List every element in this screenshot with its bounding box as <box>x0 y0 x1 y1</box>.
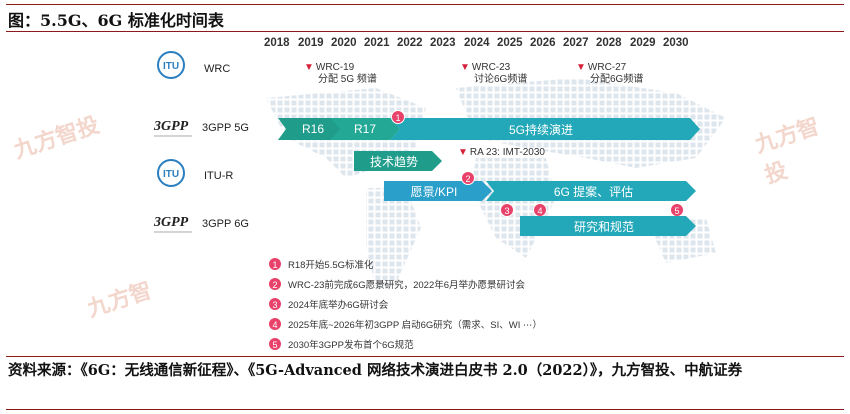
milestone-marker: 2 <box>461 171 475 185</box>
triangle-down-icon: ▼ <box>304 62 314 73</box>
itu-logo-text: ITU <box>163 61 179 72</box>
year-label: 2023 <box>430 37 456 49</box>
source-rule <box>6 356 844 357</box>
watermark-left: 九方智投 <box>10 111 103 163</box>
triangle-down-icon: ▼ <box>576 62 586 73</box>
ra23-label: RA 23: IMT-2030 <box>469 147 545 158</box>
bar-6g-proposals <box>486 181 696 201</box>
3gpp-logo-text: 3GPP <box>153 119 189 134</box>
5g-timeline-bars <box>278 118 700 140</box>
legend-text: WRC-23前完成6G愿景研究，2022年6月举办愿景研讨会 <box>288 280 526 291</box>
milestone-marker: 1 <box>391 110 405 124</box>
bar-research-spec-label: 研究和规范 <box>573 219 634 234</box>
bar-r17 <box>330 118 400 140</box>
marker-name: WRC-27 <box>587 62 627 73</box>
legend-number: 5 <box>268 337 282 351</box>
bar-vision-kpi <box>384 181 492 201</box>
bar-r16 <box>278 118 343 140</box>
legend-text: 2025年底~2026年初3GPP 启动6G研究（需求、SI、WI ⋯） <box>288 320 543 331</box>
wrc-marker-19: ▼ WRC-19 分配 5G 频谱 <box>304 62 377 86</box>
row-label-3gpp-5g: 3GPP 5G <box>202 122 249 134</box>
legend-number: 2 <box>268 277 282 291</box>
legend-text: 2030年3GPP发布首个6G规范 <box>288 340 414 351</box>
year-label: 2028 <box>596 37 622 49</box>
wrc-marker-27: ▼ WRC-27 分配6G频谱 <box>576 62 643 86</box>
year-label: 2030 <box>663 37 689 49</box>
year-label: 2025 <box>497 37 523 49</box>
3gpp-logo-text: 3GPP <box>153 215 189 230</box>
year-label: 2019 <box>298 37 324 49</box>
itu-logo: ITU <box>157 51 185 79</box>
row-label-3gpp-6g: 3GPP 6G <box>202 218 249 230</box>
figure-title: 图：5.5G、6G 标准化时间表 <box>8 11 224 30</box>
bar-6g-proposals-label: 6G 提案、评估 <box>553 184 634 199</box>
bar-vision-kpi-label: 愿景/KPI <box>410 184 458 199</box>
legend-text: 2024年底举办6G研讨会 <box>288 300 389 311</box>
watermark-right: 九方智投 <box>751 113 823 188</box>
year-label: 2018 <box>264 37 290 49</box>
frame-top-rule <box>6 4 844 5</box>
legend-number: 4 <box>268 317 282 331</box>
frame-bottom-rule <box>6 409 844 410</box>
bar-tech-trends-label: 技术趋势 <box>369 154 418 169</box>
row-label-itu-r: ITU-R <box>204 170 234 182</box>
milestone-marker: 3 <box>500 203 514 217</box>
bar-r16-label: R16 <box>301 122 324 136</box>
legend-text: R18开始5.5G标准化 <box>288 260 374 271</box>
bar-research-spec <box>520 216 696 236</box>
legend-item: 5 2030年3GPP发布首个6G规范 <box>268 337 414 351</box>
marker-name: WRC-23 <box>471 62 511 73</box>
ra23-marker: ▼ RA 23: IMT-2030 <box>458 147 545 159</box>
wrc-marker-23: ▼ WRC-23 讨论6G频谱 <box>460 62 527 86</box>
triangle-down-icon: ▼ <box>460 62 470 73</box>
year-label: 2026 <box>530 37 556 49</box>
timeline-chart: 九方智投 九方智投 九方智 2018 2019 2020 2021 2022 2… <box>6 32 844 356</box>
legend-number: 3 <box>268 297 282 311</box>
legend-item: 1 R18开始5.5G标准化 <box>268 257 374 271</box>
year-label: 2020 <box>331 37 357 49</box>
year-label: 2022 <box>397 37 423 49</box>
legend-number: 1 <box>268 257 282 271</box>
title-rule <box>6 31 844 32</box>
year-label: 2027 <box>563 37 589 49</box>
bar-5g-evolution <box>390 118 700 140</box>
marker-name: WRC-19 <box>315 62 355 73</box>
bar-tech-trends <box>354 151 442 171</box>
legend-item: 4 2025年底~2026年初3GPP 启动6G研究（需求、SI、WI ⋯） <box>268 317 542 331</box>
marker-desc: 讨论6G频谱 <box>474 74 528 85</box>
legend-item: 2 WRC-23前完成6G愿景研究，2022年6月举办愿景研讨会 <box>268 277 525 291</box>
bar-5g-evolution-label: 5G持续演进 <box>508 122 573 137</box>
itu-logo-text: ITU <box>163 169 179 180</box>
triangle-down-icon: ▼ <box>458 147 468 158</box>
year-label: 2024 <box>464 37 490 49</box>
itu-logo: ITU <box>157 159 185 187</box>
legend-item: 3 2024年底举办6G研讨会 <box>268 297 388 311</box>
marker-desc: 分配6G频谱 <box>590 74 644 85</box>
3gpp-logo: 3GPP <box>153 215 192 233</box>
marker-desc: 分配 5G 频谱 <box>318 74 377 85</box>
row-label-wrc: WRC <box>204 63 231 75</box>
year-label: 2021 <box>364 37 390 49</box>
watermark-bottom: 九方智 <box>84 277 155 322</box>
source-citation: 资料来源：《6G：无线通信新征程》、《5G-Advanced 网络技术演进白皮书… <box>8 362 743 379</box>
year-label: 2029 <box>630 37 656 49</box>
bar-r17-label: R17 <box>353 122 376 136</box>
3gpp-logo: 3GPP <box>153 119 192 137</box>
